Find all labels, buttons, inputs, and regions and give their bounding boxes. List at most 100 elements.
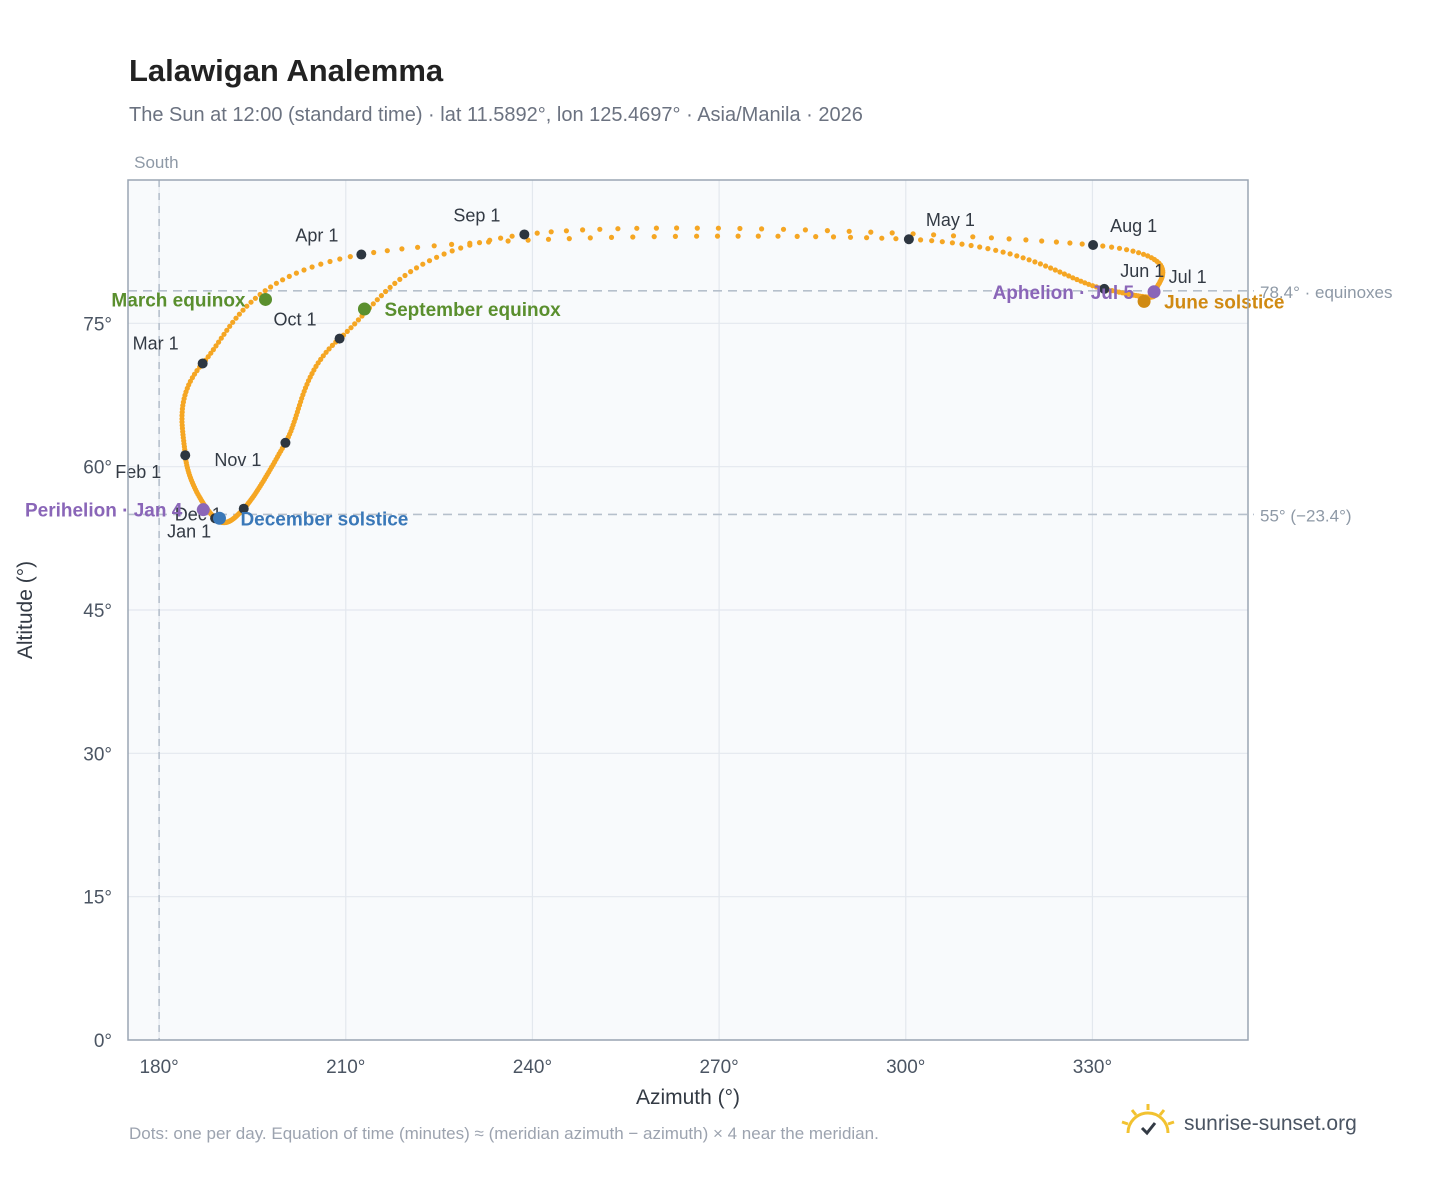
daily-dot [426,258,433,264]
daily-dot [1130,248,1136,254]
daily-dot [216,339,222,345]
daily-dot [352,321,358,327]
daily-dot [371,249,377,256]
daily-dot [347,254,353,260]
x-axis-label: Azimuth (°) [636,1086,740,1109]
daily-dot [931,232,937,238]
event-marker [357,302,371,316]
daily-dot [509,233,515,239]
daily-dot [1000,249,1006,255]
daily-dot [1052,267,1058,273]
daily-dot [653,225,660,231]
daily-dot [348,325,354,331]
y-tick-label: 15° [83,888,112,909]
altitude-reference-label: 78.4° · equinoxes [1260,283,1393,302]
daily-dot [651,234,657,240]
daily-dot [1074,276,1080,283]
daily-dot [939,239,945,245]
daily-dot [378,293,384,299]
daily-dot [397,276,403,282]
x-tick-label: 300° [886,1057,925,1078]
daily-dot [864,235,870,241]
event-marker [1137,294,1151,308]
daily-dot [672,233,679,239]
daily-dot [1082,280,1088,286]
daily-dot [993,247,999,253]
y-tick-label: 75° [83,314,112,335]
daily-dot [383,288,389,295]
daily-dot [802,227,809,233]
month-label: Dec 1 [175,505,222,525]
event-label: March equinox [111,290,246,311]
month-label: Aug 1 [1110,216,1157,236]
daily-dot [694,225,700,231]
daily-dot [630,234,636,240]
month-marker [903,234,914,245]
daily-dot [1109,244,1115,250]
daily-dot [413,265,420,271]
daily-dot [879,235,885,241]
daily-dot [737,225,743,232]
month-marker [334,333,345,344]
event-marker [259,292,273,306]
y-tick-label: 0° [94,1031,112,1052]
daily-dot [1048,265,1054,271]
x-tick-label: 180° [139,1057,178,1078]
daily-dot [1067,240,1073,246]
daily-dot [1032,259,1038,265]
daily-dot [1124,247,1130,253]
month-marker [280,437,291,448]
daily-dot [420,261,426,267]
daily-dot [293,270,299,276]
daily-dot [694,233,700,239]
daily-dot [1037,261,1043,267]
daily-dot [268,284,274,290]
daily-dot [615,226,621,232]
month-label: Feb 1 [115,462,161,482]
daily-dot [985,246,991,252]
daily-dot [441,251,447,257]
daily-dot [1020,255,1026,261]
daily-dot [458,245,464,251]
daily-dot [1026,257,1032,263]
daily-dot [949,240,956,246]
daily-dot [318,261,324,267]
daily-dot [634,225,640,231]
daily-dot [893,236,899,242]
event-label: Aphelion · Jul 5 [993,283,1135,304]
daily-dot [548,229,554,235]
daily-dot [1079,241,1085,247]
daily-dot [1145,253,1151,259]
daily-dot [1039,238,1045,244]
daily-dot [889,230,895,236]
daily-dot [208,350,214,356]
daily-dot [846,228,852,234]
daily-dot [566,236,572,242]
daily-dot [236,311,242,317]
daily-dot [674,225,680,231]
event-label: June solstice [1164,292,1284,313]
x-tick-label: 270° [699,1057,738,1078]
plot-border [127,179,1249,1041]
reference-lines: South 78.4° · equinoxes 55° (−23.4°) [128,153,1393,1040]
brand-name: sunrise-sunset.org [1184,1112,1357,1135]
daily-dot [868,229,874,235]
axes: 180° 210° 240° 270° 300° 330° 0° 15° 30° 45° 60° 75… [83,314,1112,1078]
month-label: Sep 1 [453,205,500,225]
daily-dot [505,238,511,244]
daily-dot [968,242,974,249]
daily-dot [221,331,227,337]
daily-dot [434,254,440,260]
sun-check-icon [1120,1102,1176,1147]
daily-dot [387,284,393,290]
daily-dot [487,237,493,243]
brand[interactable]: sunrise-sunset.org [1120,1102,1357,1147]
daily-dot [218,335,224,341]
daily-dot [1053,239,1059,245]
daily-dot [755,233,761,239]
daily-dot [244,303,250,309]
y-tick-label: 60° [83,458,112,479]
event-label: September equinox [384,300,561,321]
daily-dot [449,241,455,247]
